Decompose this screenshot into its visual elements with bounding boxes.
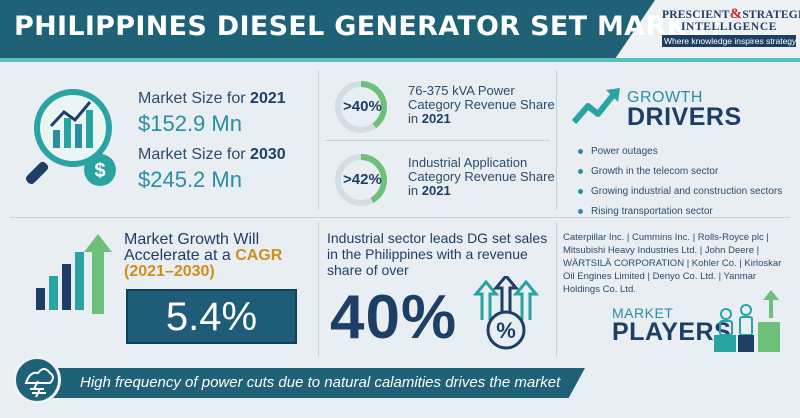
percent-growth-icon: % [472, 276, 540, 350]
divider [556, 222, 557, 357]
list-item: Growing industrial and construction sect… [578, 185, 782, 205]
footer-text: High frequency of power cuts due to natu… [80, 374, 561, 391]
header: PHILIPPINES DIESEL GENERATOR SET MARKET … [0, 0, 800, 58]
cagr-value: 5.4% [165, 295, 258, 339]
logo-tagline: Where knowledge inspires strategy [662, 35, 797, 47]
industrial-share-text: Industrial Application Category Revenue … [408, 155, 555, 198]
growth-trend-icon [571, 88, 620, 124]
title-stripe [0, 58, 800, 62]
market-analysis-icon: $ [25, 89, 116, 186]
list-item: Growth in the telecom sector [578, 165, 782, 185]
natural-calamity-icon [13, 356, 61, 404]
podium-people-icon [714, 290, 780, 352]
industrial-share-donut [335, 154, 387, 206]
market-players-title-top: MARKET [612, 305, 674, 321]
industrial-text: Industrial sector leads DG set sales in … [327, 230, 548, 278]
market-size-2021-value: $152.9 Mn [138, 111, 242, 136]
market-size-2030-label: Market Size for 2030 [138, 146, 286, 163]
growth-drivers-title-top: GROWTH [627, 89, 703, 106]
growth-bars-icon [36, 234, 112, 314]
market-size-2030-value: $245.2 Mn [138, 167, 242, 192]
page-title: PHILIPPINES DIESEL GENERATOR SET MARKET [14, 11, 726, 42]
logo-line2: INTELLIGENCE [680, 21, 778, 33]
divider [10, 217, 790, 218]
growth-drivers-list: Power outages Growth in the telecom sect… [578, 145, 782, 225]
market-size-2021-label: Market Size for 2021 [138, 90, 286, 107]
list-item: Power outages [578, 145, 782, 165]
divider [318, 70, 319, 210]
industrial-share-big: 40% [330, 283, 458, 352]
power-share-donut [335, 81, 387, 133]
storm-icon [24, 368, 54, 398]
donut-segment [335, 81, 387, 133]
list-item: Rising transportation sector [578, 205, 782, 225]
title-band [0, 0, 655, 58]
industrial-share-value: >42% [343, 171, 382, 188]
market-players-list: Caterpillar Inc. | Cummins Inc. | Rolls-… [563, 232, 782, 295]
footer-band [40, 368, 585, 398]
power-share-value: >40% [343, 98, 382, 115]
donut-segment [335, 154, 387, 206]
divider [325, 140, 550, 141]
market-players-title: PLAYERS [612, 318, 732, 346]
svg-text:$: $ [94, 160, 105, 182]
divider [556, 70, 557, 210]
company-logo: PRESCIENT&STRATEGIC INTELLIGENCE Where k… [662, 6, 800, 54]
market-growth-text: Market Growth Will Accelerate at a CAGR … [124, 231, 283, 280]
divider [318, 222, 319, 357]
power-share-text: 76-375 kVA Power Category Revenue Share … [408, 83, 555, 126]
cagr-box: 5.4% [126, 289, 297, 344]
growth-drivers-title: DRIVERS [627, 103, 742, 131]
logo-line1: PRESCIENT&STRATEGIC [662, 6, 800, 22]
svg-text:%: % [496, 318, 516, 343]
